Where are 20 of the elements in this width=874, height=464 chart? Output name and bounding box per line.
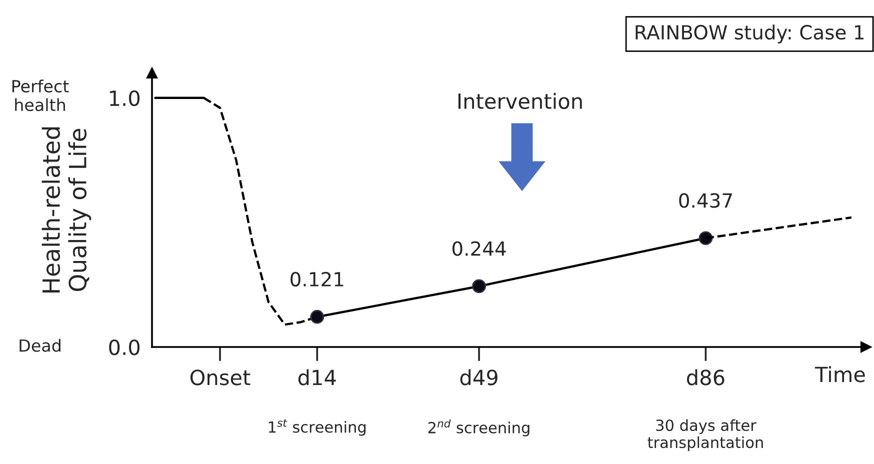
- chart-title: RAINBOW study: Case 1: [636, 24, 864, 44]
- y-axis-title: Health-related Quality of Life: [42, 127, 92, 292]
- point: [310, 310, 324, 324]
- annotation: Intervention: [458, 92, 582, 110]
- y-tick-label: 1.0: [110, 90, 140, 106]
- data-label: 0.244: [452, 241, 506, 256]
- data-label: 0.121: [290, 272, 344, 287]
- text: Dead: [20, 338, 60, 352]
- y-tick-label: 0.0: [109, 339, 140, 356]
- data-label: 0.437: [679, 193, 732, 208]
- x-tick-label: d49: [460, 369, 498, 386]
- text: 2$^{nd}$ screening: [428, 419, 530, 436]
- text: 1$^{st}$ screening: [268, 419, 366, 436]
- point: [472, 279, 486, 294]
- x-tick-label: d14: [298, 369, 336, 386]
- text: Perfect health: [12, 80, 69, 112]
- x-tick-label: Onset: [190, 370, 250, 386]
- x-axis-title: Time: [814, 366, 865, 382]
- x-tick-label: d86: [686, 369, 724, 386]
- text: 30 days after transplantation: [648, 419, 763, 452]
